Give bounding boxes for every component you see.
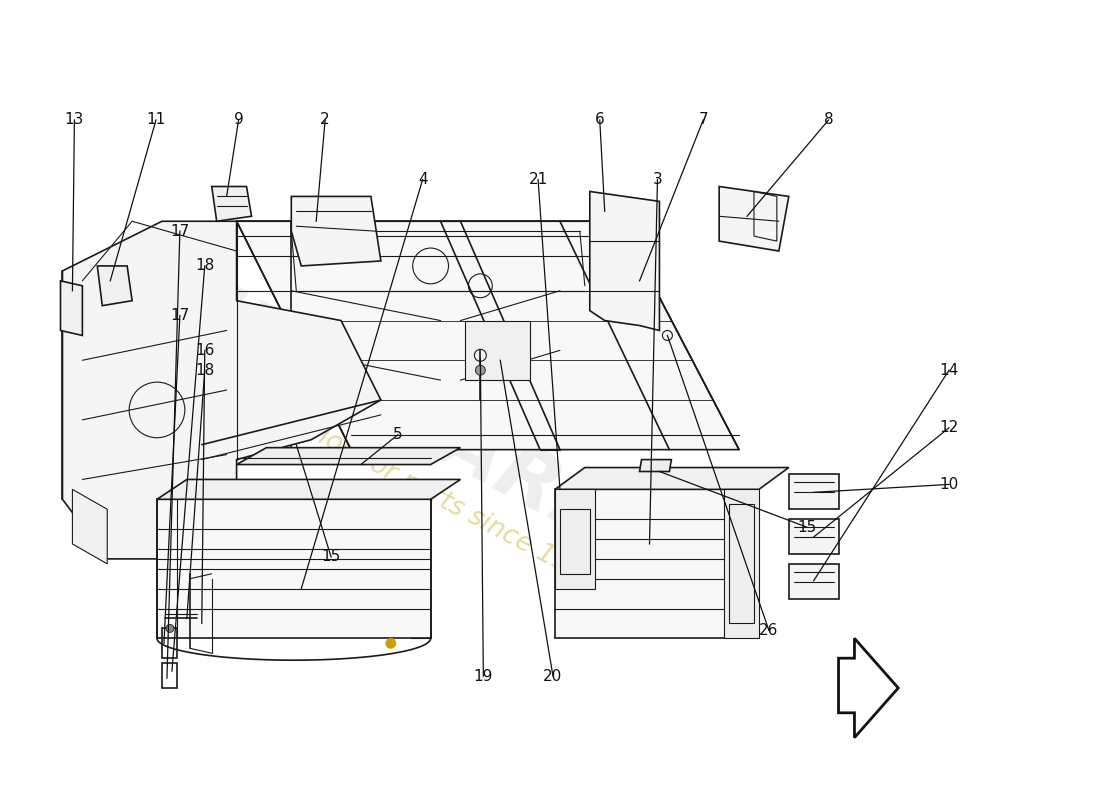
Text: 11: 11 — [146, 113, 166, 127]
Text: 5: 5 — [393, 427, 403, 442]
Text: a passion for parts since 1985: a passion for parts since 1985 — [239, 384, 603, 594]
Text: 13: 13 — [65, 113, 84, 127]
Text: 26: 26 — [759, 623, 779, 638]
Text: 7: 7 — [698, 113, 708, 127]
Text: 16: 16 — [195, 343, 214, 358]
Text: 21: 21 — [528, 172, 548, 187]
Polygon shape — [292, 197, 381, 266]
Text: 18: 18 — [195, 258, 214, 274]
Text: 2: 2 — [320, 113, 330, 127]
Polygon shape — [157, 499, 430, 638]
Polygon shape — [724, 490, 759, 638]
Text: EUROSPARES: EUROSPARES — [109, 235, 673, 585]
Polygon shape — [63, 222, 381, 559]
Text: 10: 10 — [939, 477, 958, 492]
Polygon shape — [465, 321, 530, 380]
Text: 20: 20 — [543, 669, 562, 683]
Text: 18: 18 — [195, 362, 214, 378]
Circle shape — [166, 625, 174, 632]
Text: 4: 4 — [418, 172, 428, 187]
Polygon shape — [639, 459, 671, 471]
Polygon shape — [556, 467, 789, 490]
Polygon shape — [789, 564, 838, 598]
Circle shape — [386, 638, 396, 648]
Polygon shape — [590, 191, 659, 330]
Text: 9: 9 — [233, 113, 243, 127]
Text: 15: 15 — [321, 550, 341, 565]
Polygon shape — [789, 474, 838, 510]
Text: 17: 17 — [170, 308, 189, 323]
Text: 19: 19 — [474, 669, 493, 683]
Text: 14: 14 — [939, 362, 958, 378]
Polygon shape — [60, 281, 82, 335]
Text: 8: 8 — [824, 113, 834, 127]
Polygon shape — [236, 222, 739, 450]
Polygon shape — [236, 448, 461, 465]
Polygon shape — [556, 490, 759, 638]
Polygon shape — [719, 186, 789, 251]
Text: 15: 15 — [798, 520, 816, 534]
Circle shape — [475, 366, 485, 375]
Polygon shape — [73, 490, 107, 564]
Text: 12: 12 — [939, 420, 958, 435]
Polygon shape — [789, 519, 838, 554]
Polygon shape — [97, 266, 132, 306]
Polygon shape — [211, 186, 252, 222]
Text: 6: 6 — [595, 113, 605, 127]
Text: 17: 17 — [170, 224, 189, 238]
Polygon shape — [556, 490, 595, 589]
Polygon shape — [157, 479, 461, 499]
Text: 3: 3 — [652, 172, 662, 187]
